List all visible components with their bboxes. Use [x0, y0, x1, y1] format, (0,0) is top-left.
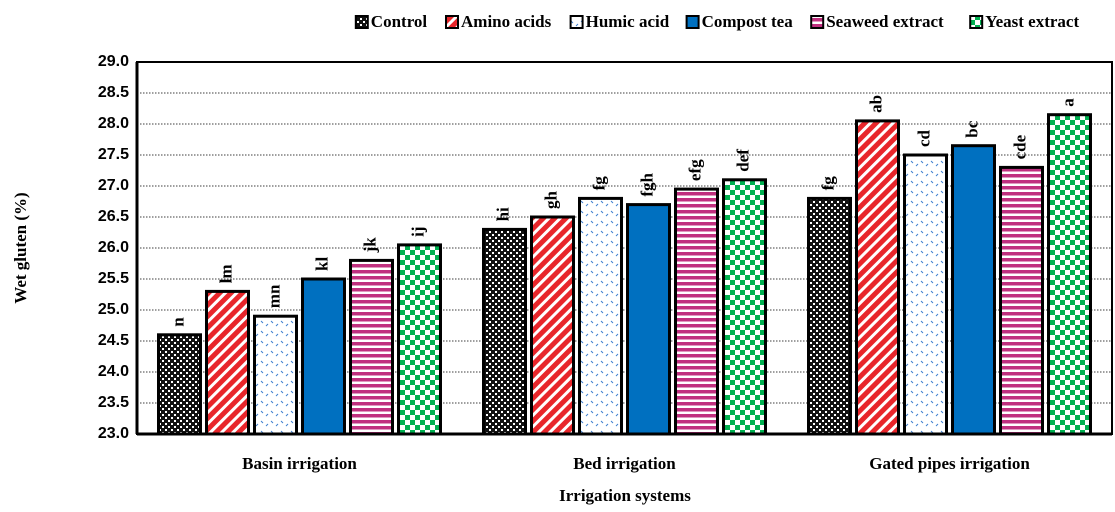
- bar: [578, 196, 623, 436]
- significance-letter: fg: [818, 176, 837, 191]
- x-axis-title: Irrigation systems: [559, 486, 691, 505]
- bar: [157, 333, 202, 436]
- bar: [807, 196, 852, 436]
- x-tick-label: Basin irrigation: [242, 454, 357, 473]
- significance-letter: bc: [962, 120, 981, 137]
- legend-label: Humic acid: [586, 12, 670, 31]
- x-tick-label: Gated pipes irrigation: [869, 454, 1030, 473]
- legend-swatch: [445, 15, 459, 29]
- bar: [626, 203, 671, 436]
- y-tick-label: 26.0: [98, 239, 129, 256]
- y-tick-label: 27.5: [98, 146, 129, 163]
- significance-letter: jk: [360, 237, 379, 254]
- significance-letter: cde: [1010, 134, 1029, 159]
- significance-letter: kl: [312, 257, 331, 271]
- legend-swatch: [810, 15, 825, 29]
- significance-letter: fg: [589, 176, 608, 191]
- significance-letter: ab: [866, 95, 885, 113]
- legend-label: Seaweed extract: [826, 12, 944, 31]
- bar: [951, 144, 996, 436]
- y-tick-label: 28.5: [98, 84, 129, 101]
- y-tick-label: 24.0: [98, 363, 129, 380]
- bar: [722, 178, 767, 436]
- bar: [253, 314, 298, 436]
- bar: [903, 153, 948, 436]
- bar: [205, 289, 250, 436]
- significance-letter: hi: [493, 207, 512, 221]
- legend-swatch: [969, 15, 984, 29]
- bar: [855, 119, 900, 436]
- bar: [482, 227, 527, 436]
- legend-swatch: [569, 15, 584, 29]
- significance-letter: gh: [541, 191, 560, 210]
- y-axis-title: Wet gluten (%): [11, 192, 30, 303]
- bar: [397, 243, 442, 436]
- y-tick-label: 23.5: [98, 394, 129, 411]
- significance-letter: n: [168, 317, 187, 327]
- y-tick-label: 29.0: [98, 53, 129, 70]
- y-tick-label: 28.0: [98, 115, 129, 132]
- legend-label: Compost tea: [702, 12, 794, 31]
- legend-swatch: [685, 15, 700, 29]
- significance-letter: ij: [408, 227, 427, 237]
- legend-label: Control: [371, 12, 428, 31]
- bar: [674, 187, 719, 436]
- y-tick-label: 23.0: [98, 425, 129, 442]
- bar: [301, 277, 346, 436]
- legend-label: Amino acids: [461, 12, 552, 31]
- x-tick-label: Bed irrigation: [573, 454, 676, 473]
- y-tick-label: 24.5: [98, 332, 129, 349]
- bar: [349, 258, 394, 436]
- bar: [1047, 113, 1092, 436]
- significance-letter: cd: [914, 129, 933, 147]
- significance-letter: mn: [264, 284, 283, 308]
- y-tick-label: 25.0: [98, 301, 129, 318]
- bar: [999, 165, 1044, 436]
- significance-letter: lm: [216, 265, 235, 284]
- y-tick-label: 25.5: [98, 270, 129, 287]
- y-tick-label: 27.0: [98, 177, 129, 194]
- significance-letter: fgh: [637, 172, 656, 196]
- bar: [530, 215, 575, 436]
- legend-swatch: [354, 15, 369, 29]
- significance-letter: efg: [685, 159, 704, 181]
- legend-label: Yeast extract: [985, 12, 1079, 31]
- y-tick-label: 26.5: [98, 208, 129, 225]
- significance-letter: def: [733, 149, 752, 172]
- significance-letter: a: [1058, 98, 1077, 107]
